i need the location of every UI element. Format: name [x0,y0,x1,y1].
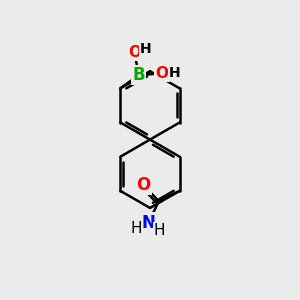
Text: H: H [154,223,165,238]
Text: H: H [130,220,142,236]
Text: O: O [136,176,151,194]
Text: H: H [140,42,152,56]
Text: N: N [142,214,155,232]
Text: O: O [155,66,169,81]
Text: B: B [133,66,145,84]
Text: O: O [128,45,141,60]
Text: H: H [169,67,180,80]
